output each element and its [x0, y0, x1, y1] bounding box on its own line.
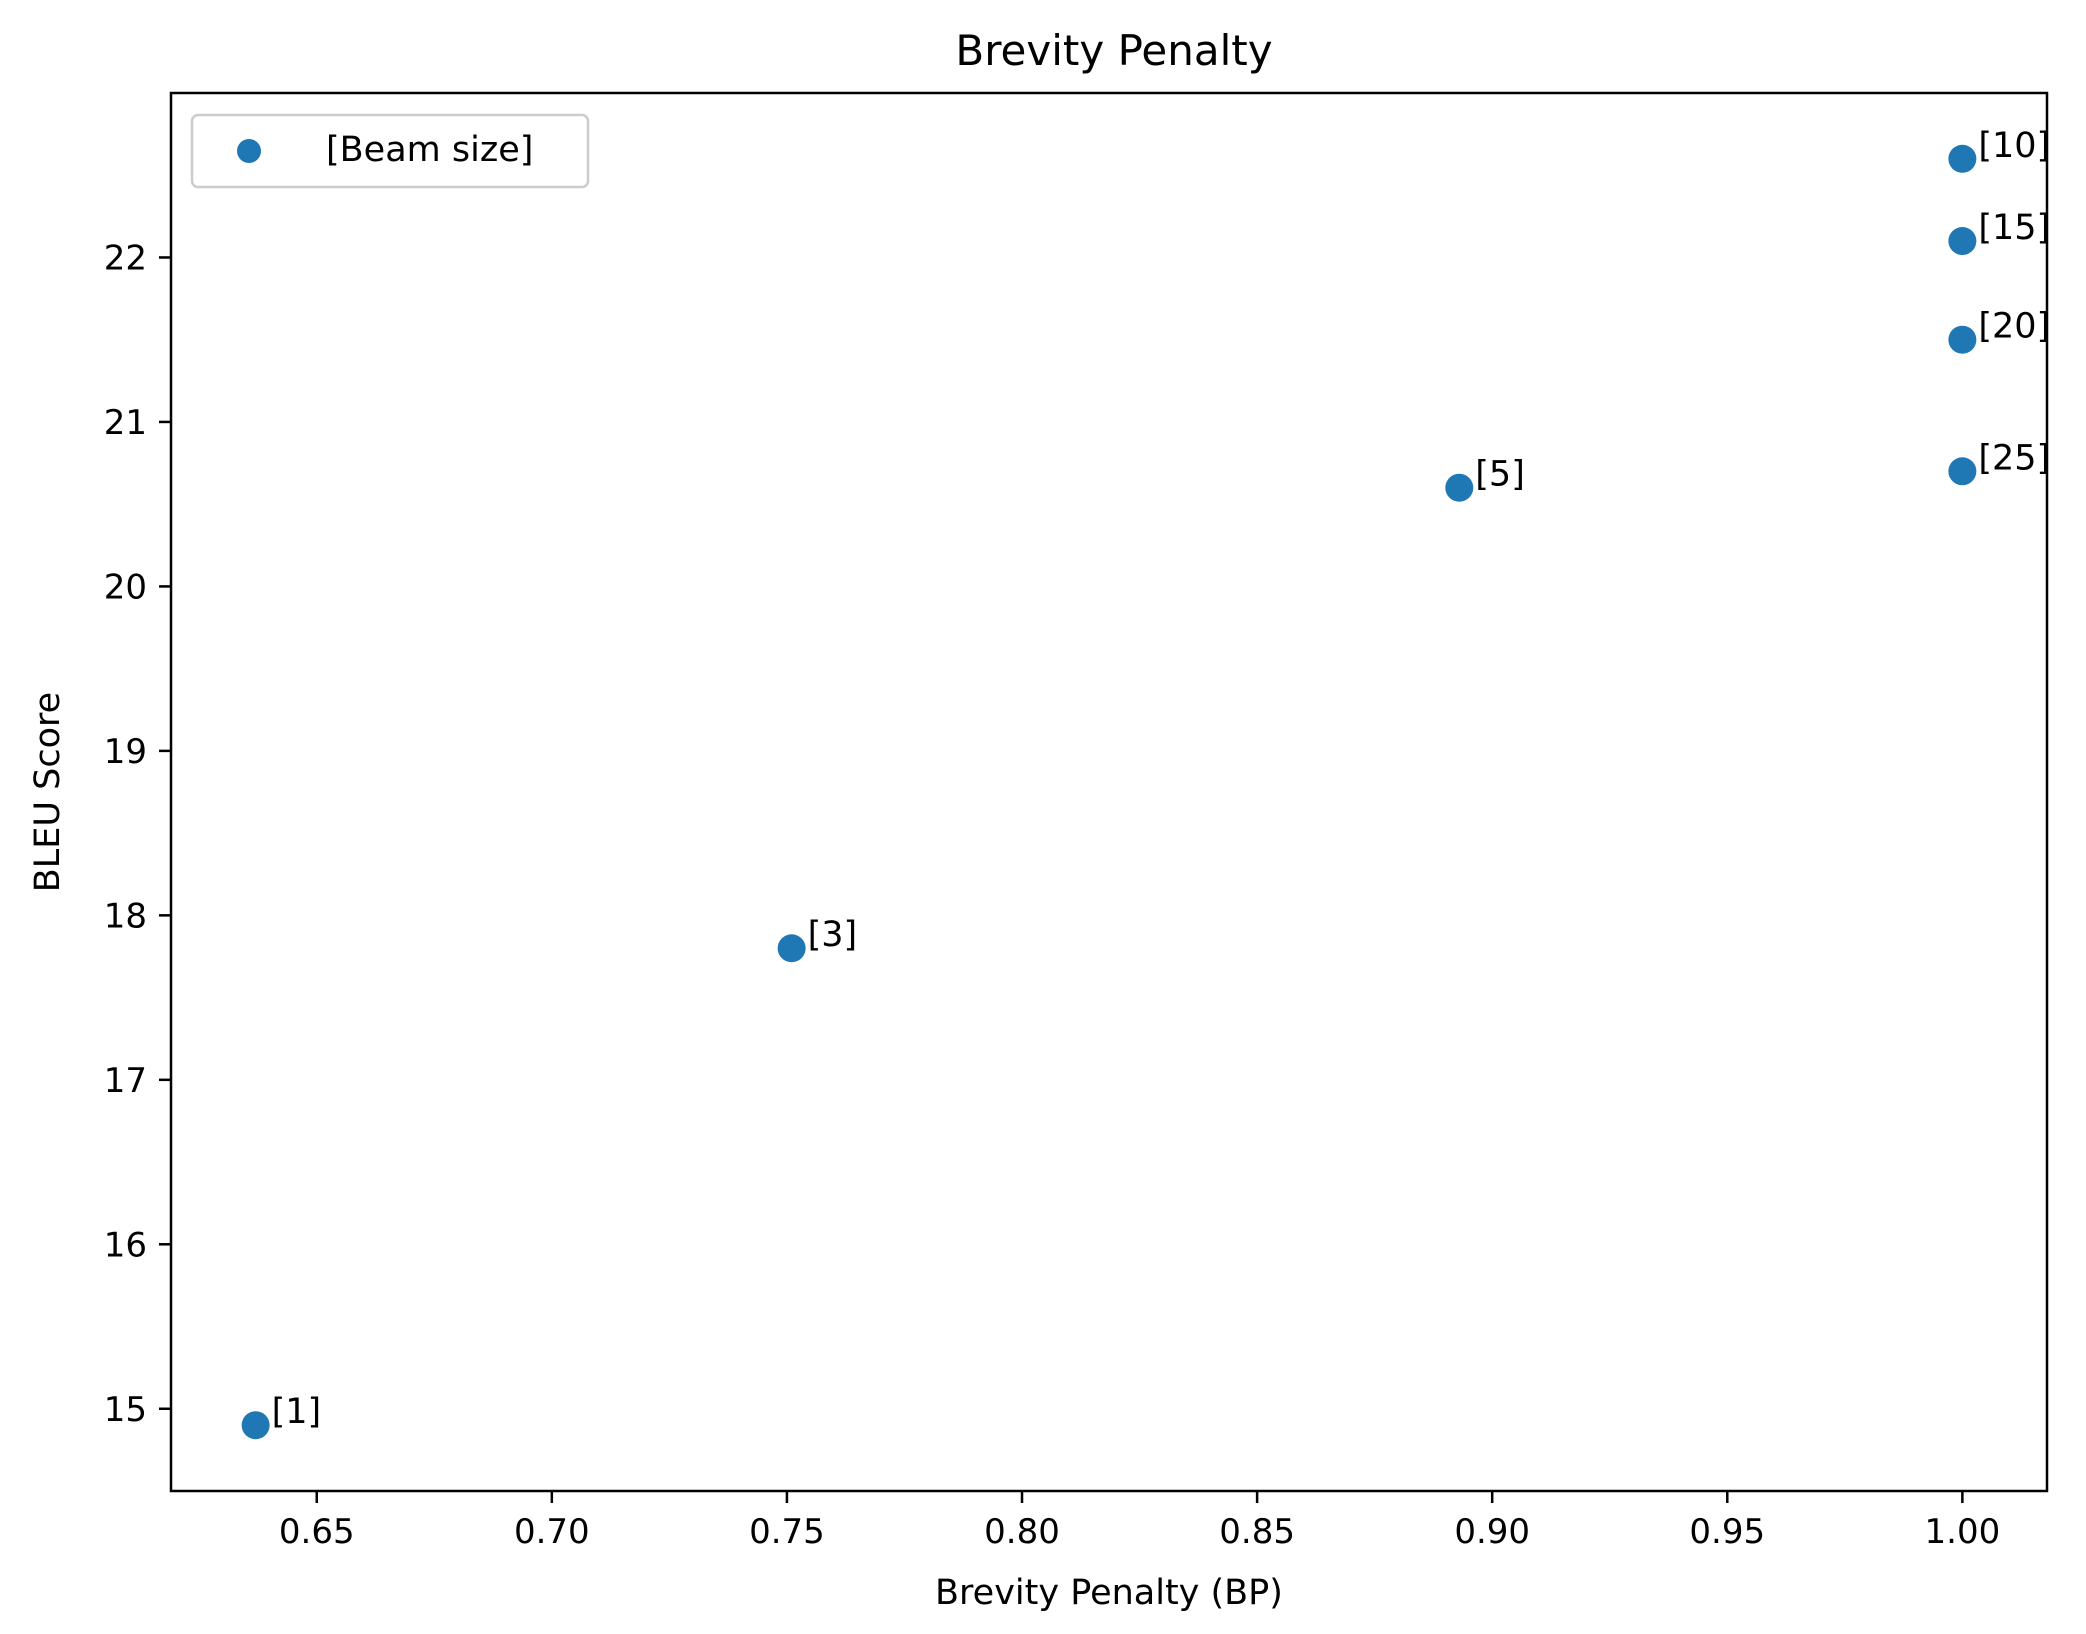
y-tick-label: 18 — [104, 896, 147, 936]
y-tick-label: 21 — [104, 403, 147, 443]
data-point-label: [3] — [808, 915, 858, 955]
plot-area-frame — [169, 91, 2049, 1493]
legend: [Beam size] — [190, 113, 590, 189]
data-point-label: [10] — [1978, 126, 2050, 166]
data-point — [1948, 457, 1977, 486]
data-point — [241, 1411, 270, 1440]
y-tick-label: 19 — [104, 732, 147, 772]
legend-box — [190, 113, 590, 189]
data-point — [1948, 144, 1977, 173]
x-tick-label: 0.85 — [1219, 1512, 1295, 1552]
x-tick-label: 0.75 — [749, 1512, 825, 1552]
data-point-label: [15] — [1978, 208, 2050, 248]
y-axis-ticks: 15 16 17 18 19 20 21 22 — [104, 238, 171, 1430]
data-point — [1948, 325, 1977, 354]
y-tick-label: 16 — [104, 1225, 147, 1265]
data-point-label: [1] — [272, 1392, 322, 1432]
data-point — [777, 934, 806, 963]
legend-marker — [237, 139, 261, 163]
x-tick-label: 0.80 — [984, 1512, 1060, 1552]
y-tick-label: 20 — [104, 567, 147, 607]
x-tick-label: 0.90 — [1454, 1512, 1530, 1552]
data-point — [1445, 473, 1474, 502]
data-points — [241, 144, 1977, 1440]
x-axis-ticks: 0.65 0.70 0.75 0.80 0.85 0.90 0.95 1.00 — [279, 1491, 2000, 1552]
x-tick-label: 0.95 — [1689, 1512, 1765, 1552]
y-tick-label: 22 — [104, 238, 147, 278]
x-tick-label: 0.70 — [514, 1512, 590, 1552]
x-tick-label: 1.00 — [1925, 1512, 2001, 1552]
data-point-label: [20] — [1978, 307, 2050, 347]
y-axis-label: BLEU Score — [28, 692, 68, 892]
legend-entry-label: [Beam size] — [326, 130, 533, 170]
x-tick-label: 0.65 — [279, 1512, 355, 1552]
data-point — [1948, 227, 1977, 256]
y-tick-label: 17 — [104, 1061, 147, 1101]
data-point-label: [25] — [1978, 438, 2050, 478]
chart-title: Brevity Penalty — [955, 26, 1272, 75]
x-axis-label: Brevity Penalty (BP) — [935, 1573, 1283, 1613]
y-tick-label: 15 — [104, 1390, 147, 1430]
data-point-labels: [1] [3] [5] [10] [15] [20] [25] — [272, 126, 2051, 1432]
data-point-label: [5] — [1475, 455, 1525, 495]
